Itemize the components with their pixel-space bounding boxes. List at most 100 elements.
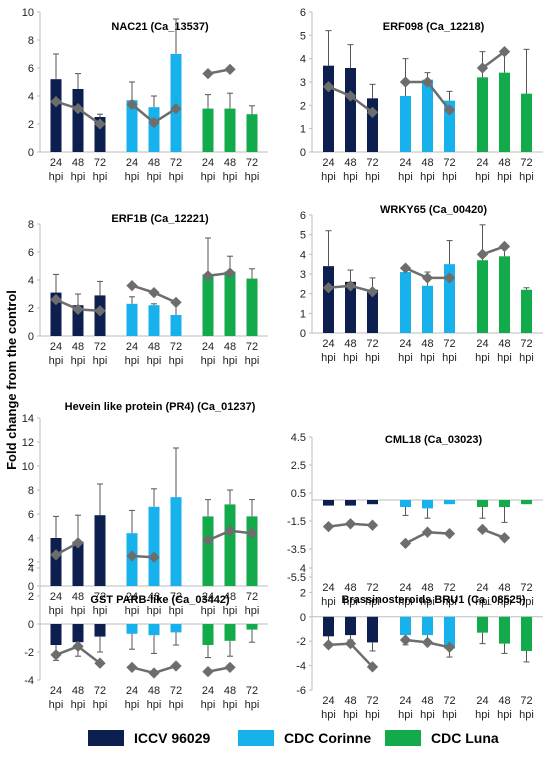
x-tick-label: 72 bbox=[520, 157, 532, 169]
trend-marker bbox=[443, 272, 456, 284]
bar bbox=[323, 500, 334, 506]
x-tick-label: hpi bbox=[442, 352, 457, 364]
x-tick-label: hpi bbox=[475, 171, 490, 183]
bar bbox=[477, 500, 488, 507]
legend-item-corinne: CDC Corinne bbox=[238, 728, 371, 748]
y-tick-label: 4 bbox=[28, 563, 34, 575]
trend-marker bbox=[399, 537, 412, 550]
legend-item-luna: CDC Luna bbox=[385, 728, 499, 748]
x-tick-label: 72 bbox=[443, 695, 455, 707]
x-tick-label: 72 bbox=[520, 695, 532, 707]
x-tick-label: 48 bbox=[148, 591, 160, 603]
x-tick-label: 72 bbox=[520, 582, 532, 594]
x-tick-label: hpi bbox=[519, 709, 534, 721]
trend-marker bbox=[421, 636, 434, 649]
x-tick-label: hpi bbox=[321, 709, 336, 721]
y-tick-label: 4 bbox=[300, 249, 306, 261]
bar bbox=[72, 624, 84, 643]
bar bbox=[148, 107, 160, 152]
trend-marker bbox=[399, 262, 412, 274]
trend-marker bbox=[476, 523, 489, 536]
trend-marker bbox=[126, 661, 138, 674]
bar bbox=[367, 616, 378, 643]
x-tick-label: 48 bbox=[498, 582, 510, 594]
trend-marker bbox=[246, 527, 258, 539]
x-tick-label: hpi bbox=[245, 171, 260, 183]
y-tick-label: 6 bbox=[300, 210, 306, 222]
y-tick-label: 4 bbox=[28, 275, 34, 287]
x-tick-label: 48 bbox=[224, 341, 236, 353]
y-tick-label: 5 bbox=[300, 30, 306, 42]
x-tick-label: hpi bbox=[475, 709, 490, 721]
trend-marker bbox=[50, 649, 62, 661]
x-tick-label: hpi bbox=[71, 699, 86, 711]
bar bbox=[148, 506, 160, 586]
y-tick-label: 0 bbox=[28, 581, 34, 593]
y-tick-label: 4 bbox=[300, 54, 306, 66]
x-tick-label: hpi bbox=[201, 605, 216, 617]
x-tick-label: 48 bbox=[498, 338, 510, 350]
x-tick-label: 72 bbox=[170, 341, 182, 353]
y-tick-label: 2.5 bbox=[291, 460, 306, 472]
x-tick-label: hpi bbox=[420, 352, 435, 364]
y-tick-label: 2 bbox=[300, 100, 306, 112]
bar bbox=[202, 516, 214, 586]
trend-marker bbox=[344, 280, 357, 292]
bar bbox=[224, 504, 236, 586]
bar bbox=[170, 497, 182, 586]
bar bbox=[50, 292, 62, 336]
x-tick-label: hpi bbox=[343, 596, 358, 608]
x-tick-label: hpi bbox=[223, 605, 238, 617]
x-tick-label: 24 bbox=[126, 685, 138, 697]
bar bbox=[477, 260, 488, 333]
bar bbox=[499, 256, 510, 333]
x-tick-label: 72 bbox=[443, 338, 455, 350]
x-tick-label: hpi bbox=[497, 709, 512, 721]
bar bbox=[202, 624, 214, 645]
bar bbox=[444, 100, 455, 152]
legend-swatch-luna bbox=[385, 730, 421, 746]
bar bbox=[72, 541, 84, 586]
trend-marker bbox=[366, 661, 379, 673]
x-tick-label: 48 bbox=[224, 157, 236, 169]
x-tick-label: hpi bbox=[398, 709, 413, 721]
y-tick-label: -6 bbox=[296, 685, 306, 697]
y-axis-label: Fold change from the control bbox=[4, 290, 19, 470]
x-tick-label: hpi bbox=[49, 699, 64, 711]
x-tick-label: 24 bbox=[126, 591, 138, 603]
y-tick-label: 5 bbox=[300, 230, 306, 242]
x-tick-label: hpi bbox=[365, 171, 380, 183]
x-tick-label: hpi bbox=[365, 709, 380, 721]
x-tick-label: hpi bbox=[125, 171, 140, 183]
y-tick-label: 10 bbox=[22, 461, 34, 473]
y-tick-label: 4 bbox=[28, 533, 34, 545]
x-tick-label: 72 bbox=[366, 695, 378, 707]
x-tick-label: 72 bbox=[366, 157, 378, 169]
bar bbox=[521, 616, 532, 651]
trend-marker bbox=[126, 279, 138, 292]
trend-marker bbox=[202, 665, 214, 678]
x-tick-label: hpi bbox=[93, 355, 108, 367]
x-tick-label: hpi bbox=[223, 699, 238, 711]
x-tick-label: 48 bbox=[148, 685, 160, 697]
x-tick-label: hpi bbox=[71, 605, 86, 617]
x-tick-label: hpi bbox=[49, 355, 64, 367]
y-tick-label: 2 bbox=[300, 289, 306, 301]
y-tick-label: 2 bbox=[28, 303, 34, 315]
trend-marker bbox=[322, 282, 335, 294]
trend-marker bbox=[344, 518, 357, 530]
x-tick-label: 72 bbox=[94, 157, 106, 169]
legend: ICCV 96029 CDC Corinne CDC Luna bbox=[0, 718, 550, 758]
x-tick-label: hpi bbox=[93, 605, 108, 617]
bar bbox=[246, 624, 258, 630]
trend-marker bbox=[443, 641, 456, 653]
x-tick-label: hpi bbox=[245, 355, 260, 367]
x-tick-label: 72 bbox=[170, 591, 182, 603]
bar bbox=[126, 624, 138, 634]
panel-title: NAC21 (Ca_13537) bbox=[111, 21, 209, 33]
panel-title: Hevein like protein (PR4) (Ca_01237) bbox=[65, 401, 256, 413]
x-tick-label: hpi bbox=[420, 596, 435, 608]
trend-marker bbox=[148, 286, 160, 299]
x-tick-label: 24 bbox=[399, 157, 411, 169]
x-tick-label: hpi bbox=[71, 355, 86, 367]
